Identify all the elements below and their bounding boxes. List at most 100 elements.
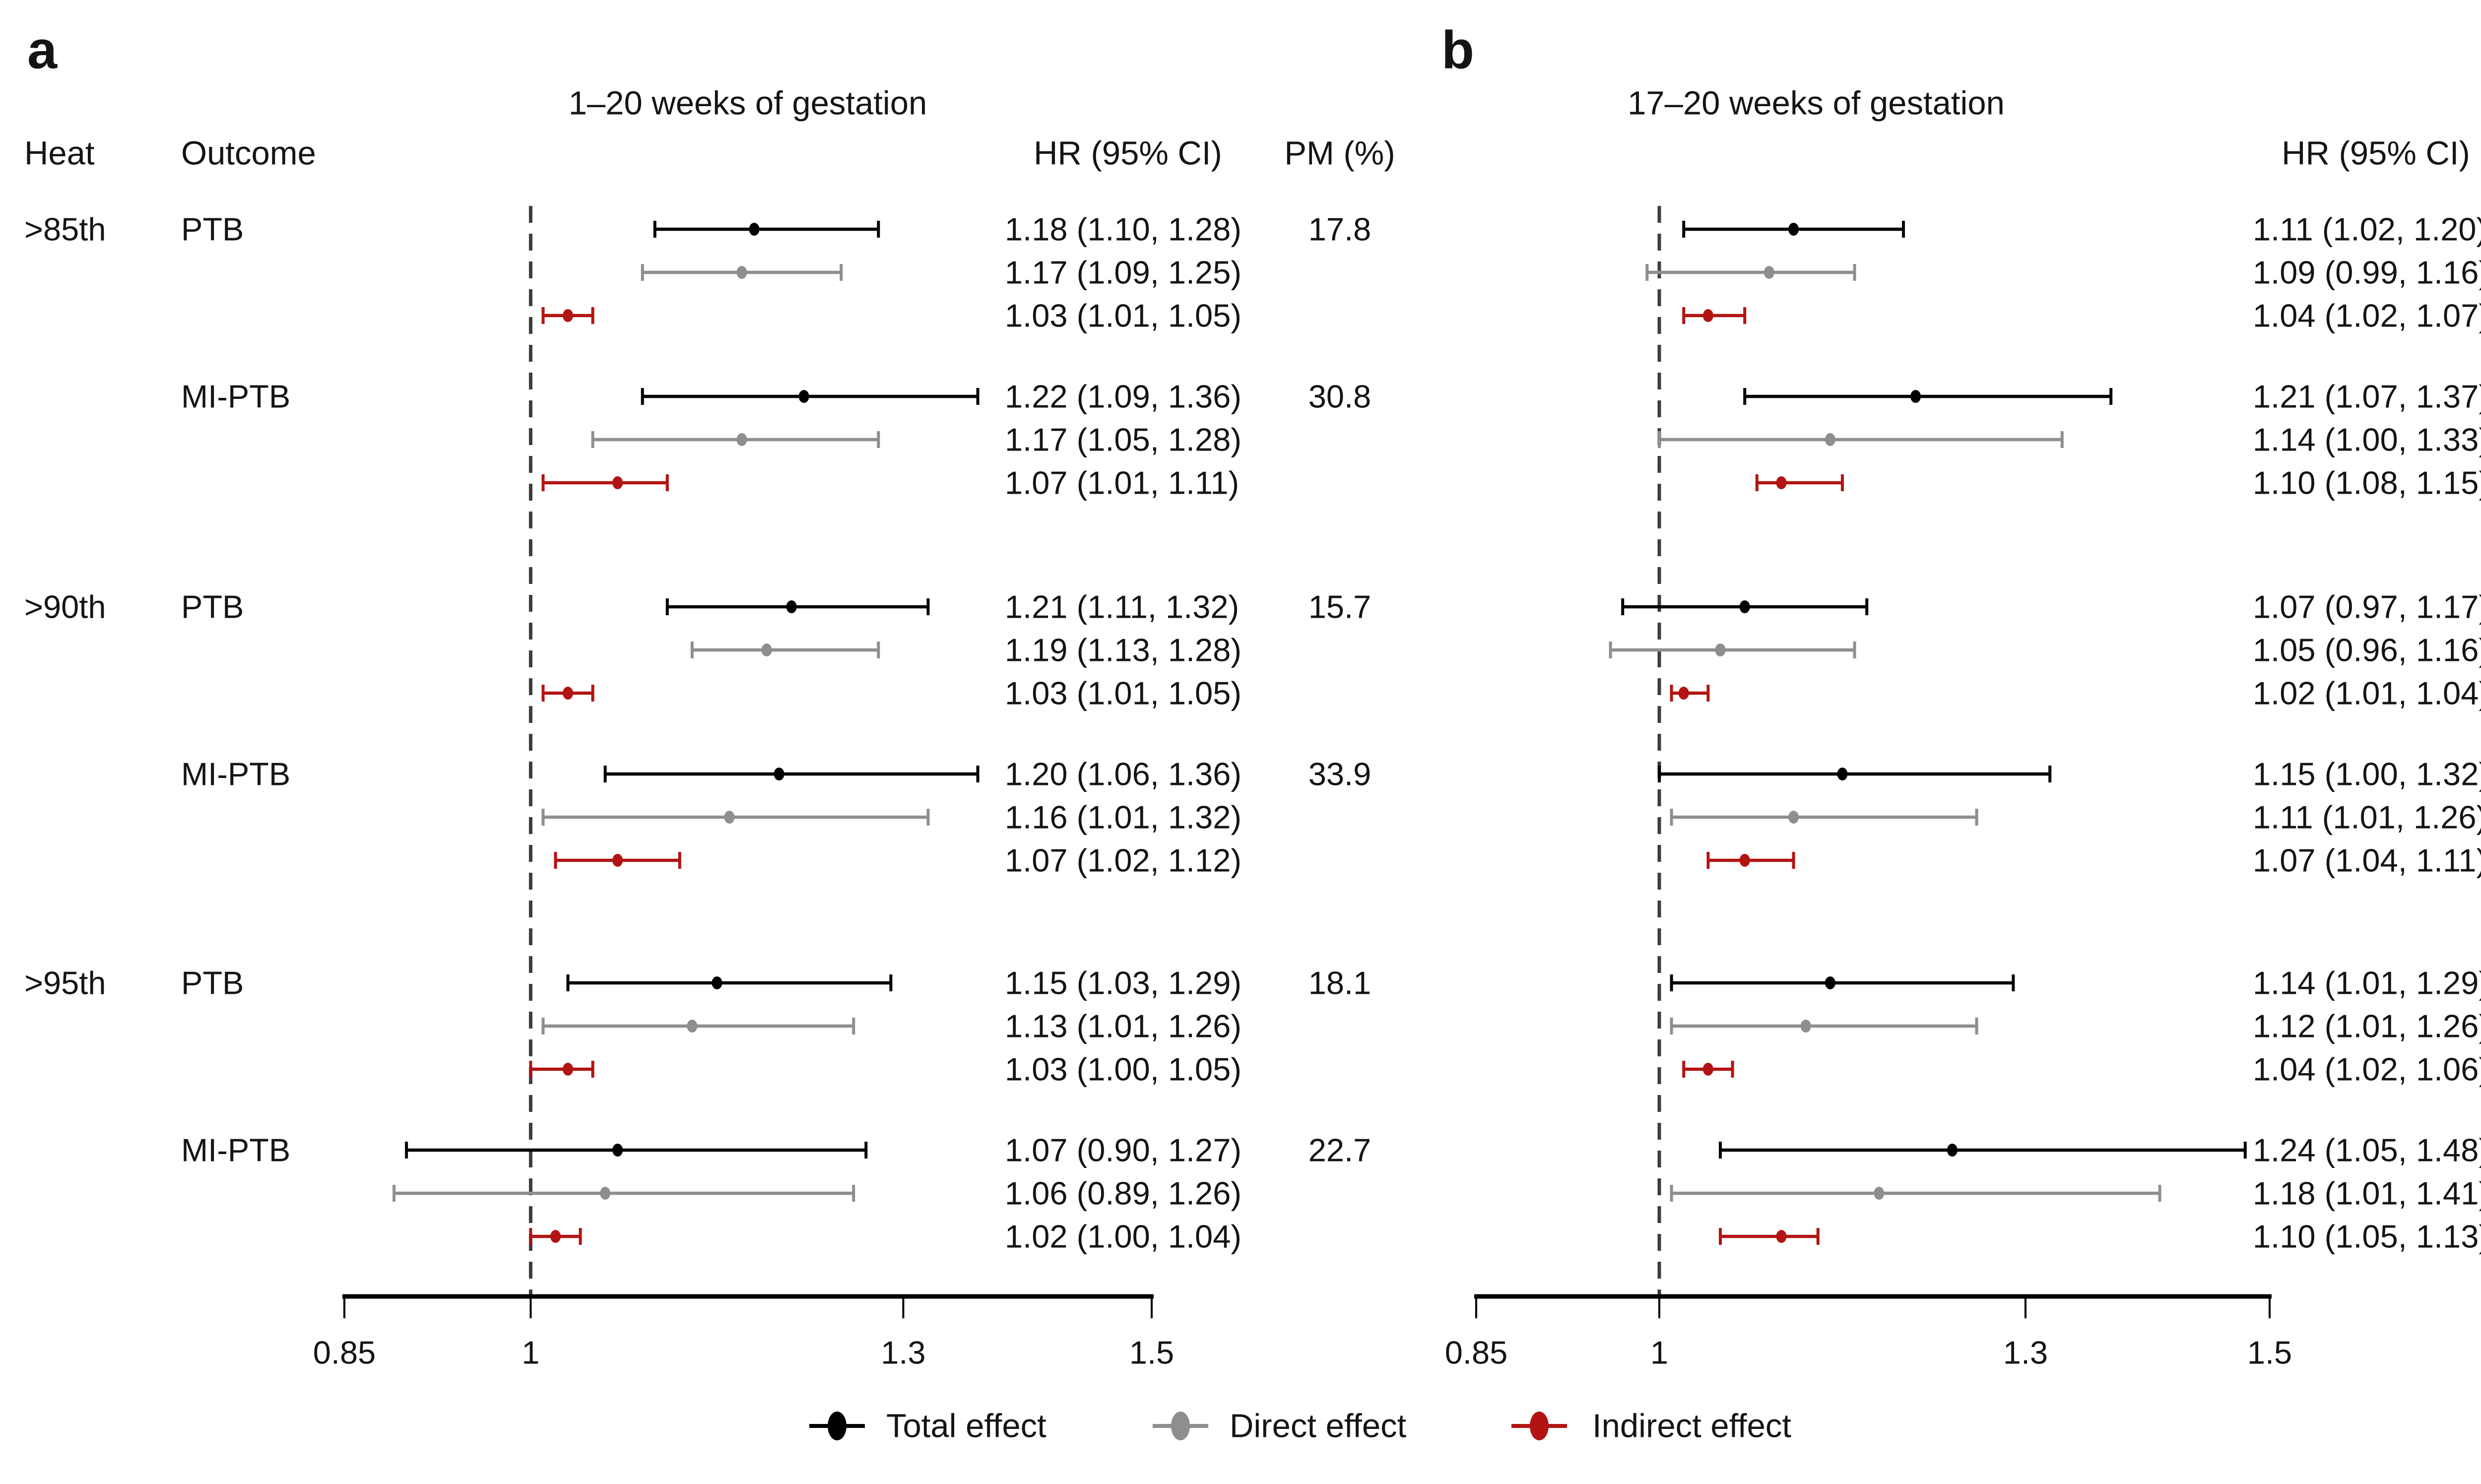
hr-ci-text: 1.02 (1.00, 1.04) xyxy=(1005,1219,1241,1255)
hr-ci-text: 1.03 (1.01, 1.05) xyxy=(1005,298,1241,334)
outcome-row-label: MI-PTB xyxy=(181,756,290,792)
hr-ci-text: 1.04 (1.02, 1.07) xyxy=(2253,298,2481,334)
hr-ci-text: 1.07 (0.97, 1.17) xyxy=(2253,589,2481,625)
outcome-row-label: PTB xyxy=(181,965,244,1001)
hr-ci-text: 1.17 (1.09, 1.25) xyxy=(1005,255,1241,291)
legend-marker-dot-direct xyxy=(1171,1412,1190,1440)
pm-value: 18.1 xyxy=(1308,965,1371,1001)
legend-marker-dot-indirect xyxy=(1530,1412,1549,1440)
point-estimate xyxy=(1776,476,1787,489)
legend-item-label: Direct effect xyxy=(1230,1408,1407,1445)
hr-ci-text: 1.03 (1.00, 1.05) xyxy=(1005,1051,1241,1088)
panel-title: 17–20 weeks of gestation xyxy=(1628,85,2005,122)
hr-ci-text: 1.09 (0.99, 1.16) xyxy=(2253,255,2481,291)
hr-ci-text: 1.22 (1.09, 1.36) xyxy=(1005,379,1241,415)
hr-ci-text: 1.18 (1.01, 1.41) xyxy=(2253,1175,2481,1212)
heat-column-header: Heat xyxy=(24,135,95,172)
outcome-row-label: MI-PTB xyxy=(181,379,290,415)
hr-ci-text: 1.24 (1.05, 1.48) xyxy=(2253,1132,2481,1168)
outcome-column-header: Outcome xyxy=(181,135,316,172)
hr-ci-text: 1.16 (1.01, 1.32) xyxy=(1005,799,1241,836)
point-estimate xyxy=(1910,390,1921,403)
x-axis-tick-label: 0.85 xyxy=(1445,1335,1508,1371)
point-estimate xyxy=(774,768,784,780)
hr-ci-text: 1.07 (0.90, 1.27) xyxy=(1005,1132,1241,1168)
point-estimate xyxy=(600,1187,611,1200)
point-estimate xyxy=(1837,768,1848,780)
panel-title: 1–20 weeks of gestation xyxy=(569,85,927,122)
pm-value: 30.8 xyxy=(1308,379,1371,415)
outcome-row-label: PTB xyxy=(181,211,244,248)
x-axis-tick-label: 1.5 xyxy=(1129,1335,1174,1371)
pm-value: 15.7 xyxy=(1308,589,1371,625)
hr-ci-text: 1.03 (1.01, 1.05) xyxy=(1005,675,1241,711)
hr-ci-text: 1.11 (1.01, 1.26) xyxy=(2253,799,2481,836)
point-estimate xyxy=(1874,1187,1885,1200)
point-estimate xyxy=(1800,1020,1811,1032)
hr-ci-text: 1.10 (1.05, 1.13) xyxy=(2253,1219,2481,1255)
heat-row-label: >85th xyxy=(24,211,106,248)
hr-ci-text: 1.17 (1.05, 1.28) xyxy=(1005,422,1241,458)
point-estimate xyxy=(712,976,722,989)
heat-row-label: >95th xyxy=(24,965,106,1001)
point-estimate xyxy=(1739,854,1750,867)
point-estimate xyxy=(1825,433,1835,446)
point-estimate xyxy=(1788,223,1799,236)
x-axis-tick-label: 0.85 xyxy=(313,1335,376,1371)
point-estimate xyxy=(798,390,809,403)
hr-ci-text: 1.10 (1.08, 1.15) xyxy=(2253,465,2481,501)
point-estimate xyxy=(1739,600,1750,613)
point-estimate xyxy=(1947,1144,1958,1157)
point-estimate xyxy=(563,309,574,322)
pm-value: 33.9 xyxy=(1308,756,1371,792)
x-axis-tick-label: 1.3 xyxy=(2003,1335,2048,1371)
hr-ci-text: 1.12 (1.01, 1.26) xyxy=(2253,1008,2481,1044)
hr-ci-text: 1.20 (1.06, 1.36) xyxy=(1005,756,1241,792)
hr-ci-column-header: HR (95% CI) xyxy=(1034,135,1222,172)
point-estimate xyxy=(687,1020,698,1032)
point-estimate xyxy=(1702,1063,1713,1076)
point-estimate xyxy=(550,1230,561,1243)
point-estimate xyxy=(1678,687,1689,700)
point-estimate xyxy=(736,433,747,446)
outcome-row-label: PTB xyxy=(181,589,244,625)
point-estimate xyxy=(1715,644,1726,656)
point-estimate xyxy=(563,1063,574,1076)
point-estimate xyxy=(724,811,735,824)
pm-column-header: PM (%) xyxy=(1284,135,1395,172)
hr-ci-column-header: HR (95% CI) xyxy=(2282,135,2470,172)
hr-ci-text: 1.21 (1.07, 1.37) xyxy=(2253,379,2481,415)
panel-letter: b xyxy=(1441,20,1474,80)
hr-ci-text: 1.07 (1.01, 1.11) xyxy=(1005,465,1239,501)
hr-ci-text: 1.21 (1.11, 1.32) xyxy=(1005,589,1239,625)
point-estimate xyxy=(1776,1230,1787,1243)
hr-ci-text: 1.18 (1.10, 1.28) xyxy=(1005,211,1241,248)
hr-ci-text: 1.14 (1.01, 1.29) xyxy=(2253,965,2481,1001)
point-estimate xyxy=(749,223,760,236)
point-estimate xyxy=(786,600,797,613)
x-axis-tick-label: 1 xyxy=(1650,1335,1668,1371)
hr-ci-text: 1.02 (1.01, 1.04) xyxy=(2253,675,2481,711)
point-estimate xyxy=(1788,811,1799,824)
hr-ci-text: 1.05 (0.96, 1.16) xyxy=(2253,632,2481,668)
point-estimate xyxy=(563,687,574,700)
pm-value: 17.8 xyxy=(1308,211,1371,248)
hr-ci-text: 1.04 (1.02, 1.06) xyxy=(2253,1051,2481,1088)
outcome-row-label: MI-PTB xyxy=(181,1132,290,1168)
point-estimate xyxy=(761,644,772,656)
heat-row-label: >90th xyxy=(24,589,106,625)
hr-ci-text: 1.07 (1.02, 1.12) xyxy=(1005,842,1241,879)
point-estimate xyxy=(1763,266,1774,279)
hr-ci-text: 1.11 (1.02, 1.20) xyxy=(2253,211,2481,248)
point-estimate xyxy=(612,854,623,867)
x-axis-tick-label: 1.3 xyxy=(881,1335,925,1371)
x-axis-tick-label: 1.5 xyxy=(2247,1335,2292,1371)
hr-ci-text: 1.06 (0.89, 1.26) xyxy=(1005,1175,1241,1212)
legend-item-label: Total effect xyxy=(886,1408,1046,1445)
pm-value: 22.7 xyxy=(1308,1132,1371,1168)
point-estimate xyxy=(612,1144,623,1157)
hr-ci-text: 1.15 (1.03, 1.29) xyxy=(1005,965,1241,1001)
point-estimate xyxy=(612,476,623,489)
